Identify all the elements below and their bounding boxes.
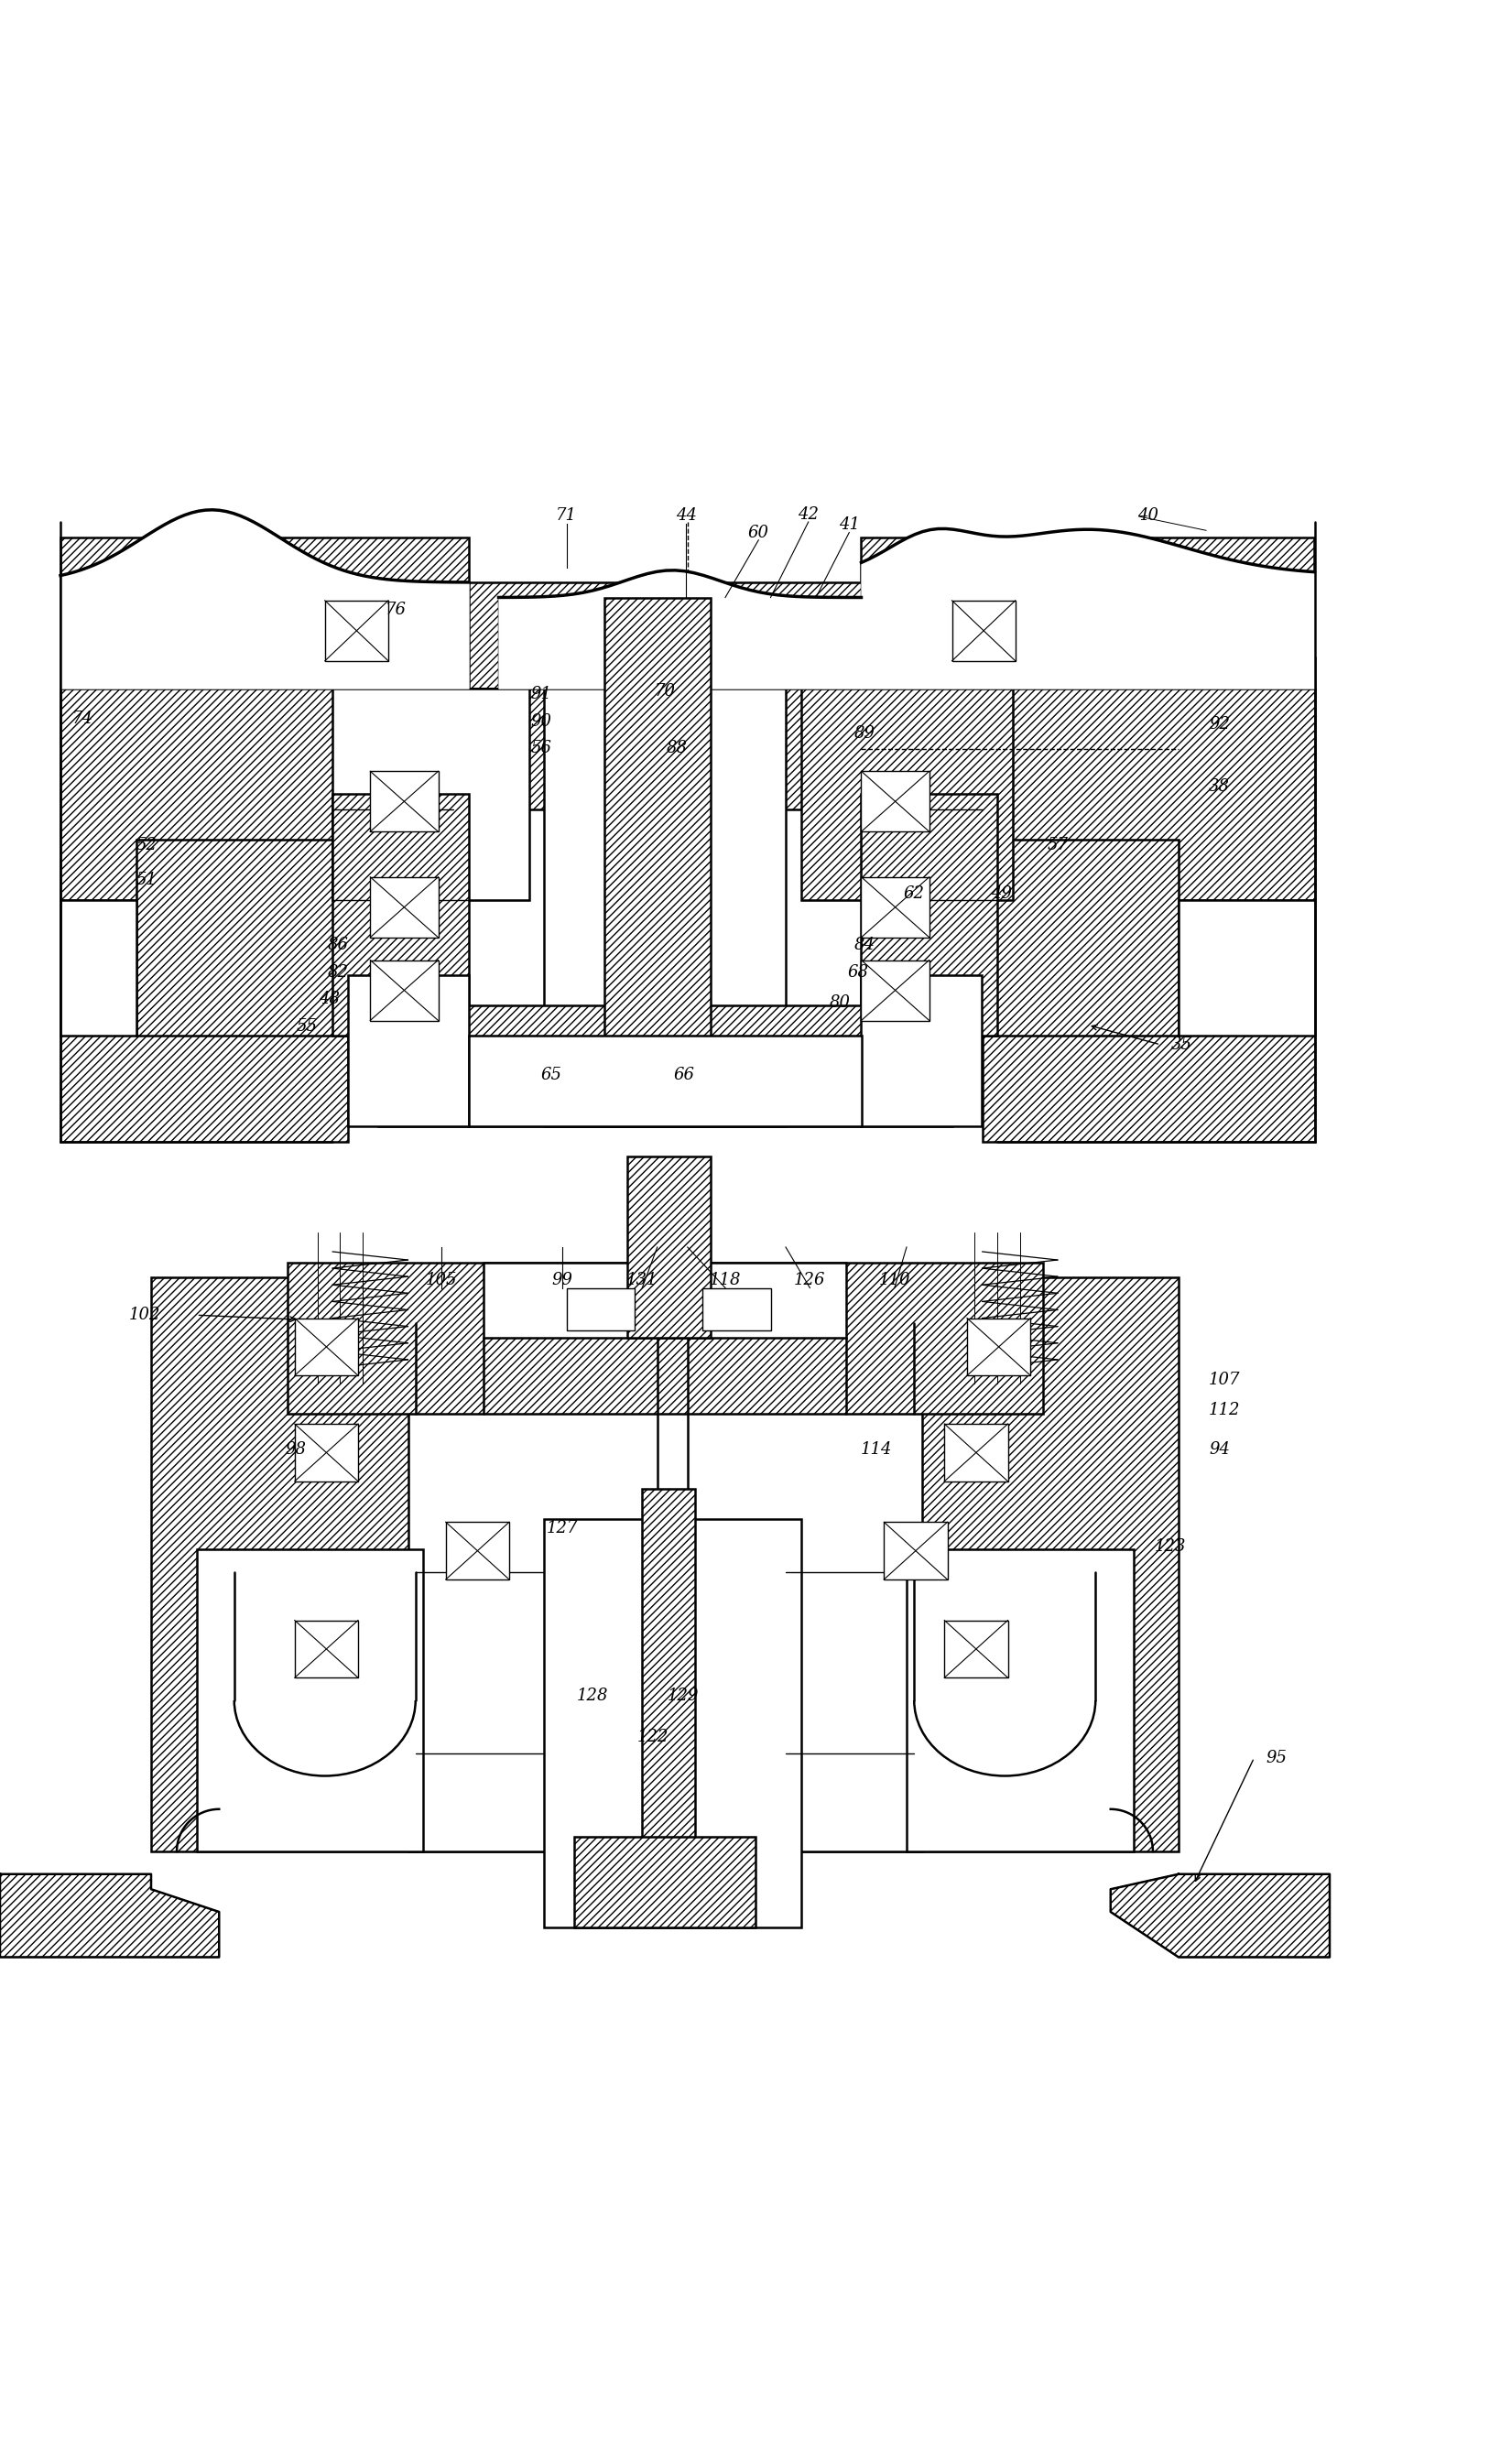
Text: 131: 131 bbox=[627, 1271, 657, 1289]
Bar bbox=[884, 1523, 947, 1579]
Text: 126: 126 bbox=[795, 1271, 825, 1289]
Text: 86: 86 bbox=[328, 936, 349, 954]
Text: 89: 89 bbox=[854, 724, 875, 742]
Bar bbox=[1179, 899, 1315, 1035]
Bar bbox=[348, 976, 468, 1126]
Text: 88: 88 bbox=[666, 739, 688, 756]
Text: 44: 44 bbox=[675, 508, 697, 525]
Bar bbox=[151, 1276, 1179, 1850]
Bar bbox=[944, 1424, 1008, 1481]
Text: 66: 66 bbox=[674, 1067, 695, 1084]
Bar bbox=[60, 658, 348, 1141]
Text: 94: 94 bbox=[1209, 1441, 1230, 1459]
Bar bbox=[861, 793, 997, 1035]
Text: 57: 57 bbox=[1047, 838, 1068, 853]
Text: 74: 74 bbox=[73, 710, 94, 727]
Bar bbox=[484, 1262, 846, 1338]
Text: 95: 95 bbox=[1266, 1749, 1287, 1767]
Text: 49: 49 bbox=[991, 885, 1012, 902]
Bar bbox=[332, 687, 529, 899]
Text: 127: 127 bbox=[547, 1520, 577, 1538]
Text: 60: 60 bbox=[748, 525, 769, 540]
Bar bbox=[861, 771, 929, 833]
Text: 129: 129 bbox=[668, 1688, 698, 1705]
Text: 55: 55 bbox=[296, 1018, 317, 1035]
Bar bbox=[861, 961, 929, 1020]
Text: 65: 65 bbox=[541, 1067, 562, 1084]
Bar bbox=[370, 771, 438, 833]
Bar bbox=[295, 1621, 358, 1678]
Text: 90: 90 bbox=[530, 712, 552, 729]
Bar bbox=[567, 1289, 635, 1331]
Bar bbox=[952, 601, 1015, 660]
Bar bbox=[446, 1523, 509, 1579]
Text: 118: 118 bbox=[710, 1271, 740, 1289]
Bar bbox=[453, 687, 876, 808]
Bar bbox=[370, 961, 438, 1020]
Text: 80: 80 bbox=[830, 993, 851, 1010]
Text: 123: 123 bbox=[1154, 1538, 1186, 1555]
Text: 105: 105 bbox=[426, 1271, 456, 1289]
Text: 35: 35 bbox=[1171, 1037, 1192, 1052]
Text: 99: 99 bbox=[552, 1271, 573, 1289]
Bar bbox=[982, 687, 1315, 899]
Bar bbox=[907, 1550, 1133, 1850]
Text: 62: 62 bbox=[904, 885, 925, 902]
Text: 98: 98 bbox=[286, 1441, 307, 1459]
Bar bbox=[408, 1397, 922, 1850]
Text: 84: 84 bbox=[854, 936, 875, 954]
Bar bbox=[370, 877, 438, 936]
Bar bbox=[801, 687, 1012, 899]
Bar bbox=[60, 537, 468, 687]
Text: 122: 122 bbox=[638, 1727, 668, 1745]
Bar bbox=[604, 596, 710, 1126]
Text: 110: 110 bbox=[879, 1271, 910, 1289]
Bar bbox=[967, 1318, 1031, 1375]
Text: 76: 76 bbox=[385, 601, 406, 618]
Bar bbox=[136, 840, 348, 1035]
Bar bbox=[627, 1156, 710, 1338]
Text: 48: 48 bbox=[319, 991, 340, 1008]
Text: 40: 40 bbox=[1138, 508, 1159, 525]
Bar bbox=[861, 877, 929, 936]
Text: 102: 102 bbox=[128, 1306, 160, 1323]
Text: 56: 56 bbox=[530, 739, 552, 756]
Bar bbox=[944, 1621, 1008, 1678]
Bar bbox=[295, 1424, 358, 1481]
Bar bbox=[468, 1035, 861, 1126]
Text: 114: 114 bbox=[861, 1441, 891, 1459]
Text: 107: 107 bbox=[1209, 1372, 1241, 1387]
Text: 91: 91 bbox=[530, 685, 552, 702]
Text: 92: 92 bbox=[1209, 717, 1230, 732]
Bar bbox=[544, 1518, 801, 1927]
Bar bbox=[703, 1289, 771, 1331]
Text: 38: 38 bbox=[1209, 779, 1230, 793]
Text: 71: 71 bbox=[556, 508, 577, 525]
Bar bbox=[574, 1836, 756, 1927]
Bar bbox=[325, 601, 388, 660]
Bar bbox=[861, 537, 1315, 687]
Text: 82: 82 bbox=[328, 963, 349, 981]
Bar bbox=[287, 1262, 1043, 1414]
Text: 42: 42 bbox=[798, 505, 819, 522]
Text: 70: 70 bbox=[654, 683, 675, 700]
Bar bbox=[642, 1488, 695, 1850]
Text: 41: 41 bbox=[839, 517, 860, 532]
Bar bbox=[196, 1550, 423, 1850]
Bar bbox=[60, 687, 348, 899]
Bar bbox=[60, 899, 136, 1035]
Text: 68: 68 bbox=[848, 963, 869, 981]
Bar bbox=[982, 658, 1315, 1141]
Bar bbox=[468, 582, 861, 687]
Text: 51: 51 bbox=[136, 872, 157, 887]
Text: 112: 112 bbox=[1209, 1402, 1241, 1419]
Bar bbox=[544, 687, 786, 1126]
Bar bbox=[982, 840, 1179, 1035]
Bar bbox=[332, 793, 468, 1035]
Text: 52: 52 bbox=[136, 838, 157, 853]
Bar bbox=[861, 976, 982, 1126]
Bar bbox=[295, 1318, 358, 1375]
Bar bbox=[378, 1005, 952, 1126]
Text: 128: 128 bbox=[577, 1688, 607, 1705]
